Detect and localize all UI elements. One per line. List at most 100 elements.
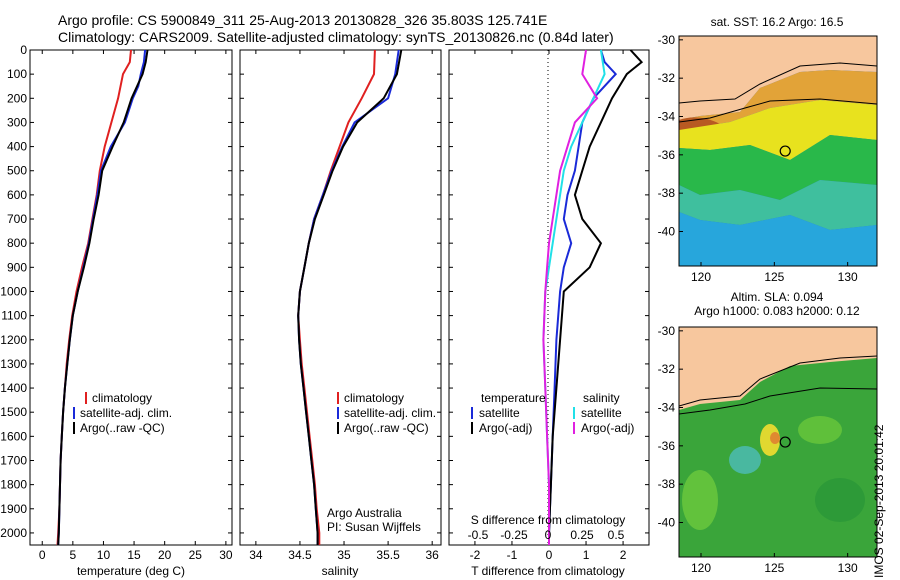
legend-argo: Argo(..raw -QC): [344, 421, 429, 435]
header-line1: Argo profile: CS 5900849_311 25-Aug-2013…: [58, 12, 548, 28]
legend-title-temperature: temperature: [481, 391, 546, 405]
legend-satellite-adj: satellite-adj. clim.: [80, 406, 172, 420]
y-tick-label: -32: [658, 362, 676, 376]
y-tick-label: -38: [658, 186, 676, 200]
salinity-axes-frame: [239, 49, 442, 546]
annotation-pi: PI: Susan Wijffels: [327, 520, 421, 534]
header-line2: Climatology: CARS2009. Satellite-adjuste…: [58, 29, 614, 45]
series-line: [57, 49, 147, 546]
x-tick-label: 5: [70, 548, 77, 562]
legend-t-satellite: satellite: [479, 406, 520, 420]
imos-timestamp: IMOS 02-Sep-2013 20:01:42: [872, 424, 886, 578]
x-tick-label: -2: [470, 548, 481, 562]
x-tick-label: 125: [764, 270, 784, 284]
x-tick-label: 0: [546, 548, 553, 562]
y-tick-label: 500: [7, 164, 27, 178]
y-tick-label: -36: [658, 439, 676, 453]
x-tick-label: 34: [249, 548, 263, 562]
temperature-legend: climatology satellite-adj. clim. Argo(..…: [73, 391, 172, 435]
salinity-x-label: salinity: [322, 564, 359, 578]
y-tick-label: -34: [658, 401, 676, 415]
legend-t-argo: Argo(-adj): [479, 421, 532, 435]
temperature-profiles: [56, 49, 149, 546]
temperature-panel: 0100200300400500600700800900100011001200…: [0, 43, 233, 578]
y-tick-label: 2000: [0, 526, 27, 540]
sst-map: sat. SST: 16.2 Argo: 16.5 -30-32-34-36-3…: [658, 15, 878, 284]
sst-map-title: sat. SST: 16.2 Argo: 16.5: [711, 15, 844, 29]
legend-climatology: climatology: [92, 391, 152, 405]
s-tick-labels: -0.5 -0.25 0 0.25 0.5: [468, 528, 625, 542]
y-tick-label: -30: [658, 324, 676, 338]
legend-title-salinity: salinity: [583, 391, 620, 405]
isobath: [679, 98, 877, 123]
sla-map-frame: [678, 326, 878, 558]
y-tick-label: 800: [7, 236, 27, 250]
legend-s-satellite: satellite: [581, 406, 622, 420]
x-tick-label: 2: [620, 548, 627, 562]
coastline: [679, 62, 877, 104]
legend-satellite-adj: satellite-adj. clim.: [344, 406, 436, 420]
series-line: [297, 49, 403, 545]
y-tick-label: 1100: [1, 309, 27, 323]
difference-legend: temperature salinity satellite Argo(-adj…: [471, 391, 634, 435]
y-tick-label: 1800: [0, 478, 27, 492]
sla-map: Altim. SLA: 0.094 Argo h1000: 0.083 h200…: [658, 290, 878, 575]
legend-argo: Argo(..raw -QC): [80, 421, 165, 435]
x-tick-label: 15: [127, 548, 141, 562]
y-tick-label: -38: [658, 477, 676, 491]
s-tick-label: 0.25: [570, 528, 594, 542]
y-tick-label: 600: [7, 188, 27, 202]
y-tick-label: 0: [20, 43, 27, 57]
salinity-profiles: [297, 49, 403, 545]
sla-map-title-line2: Argo h1000: 0.083 h2000: 0.12: [694, 304, 860, 318]
temperature-ticks: 0100200300400500600700800900100011001200…: [0, 43, 233, 562]
x-tick-label: 35.5: [376, 548, 400, 562]
series-line: [548, 49, 644, 545]
difference-profiles: [542, 49, 644, 545]
difference-panel: -2 -1 0 1 2 S difference from climatology -0…: [448, 49, 650, 578]
series-line: [56, 49, 132, 546]
y-tick-label: 1500: [0, 405, 27, 419]
y-tick-label: 1200: [0, 333, 27, 347]
salinity-panel: 34 34.5 35 35.5 36 salinity climatology sate…: [239, 49, 442, 578]
y-tick-label: 1300: [0, 357, 27, 371]
land-mask: [679, 327, 877, 410]
sla-map-title-line1: Altim. SLA: 0.094: [731, 290, 824, 304]
x-tick-label: 10: [97, 548, 111, 562]
isobath: [679, 387, 877, 415]
s-tick-label: -0.5: [468, 528, 489, 542]
x-tick-label: 34.5: [288, 548, 312, 562]
argo-float-marker: [779, 145, 791, 157]
x-tick-label: 25: [189, 548, 203, 562]
sst-map-frame: [678, 35, 878, 267]
y-tick-label: -30: [658, 33, 676, 47]
legend-climatology: climatology: [344, 391, 404, 405]
temperature-x-label: temperature (deg C): [77, 564, 185, 578]
y-tick-label: -40: [658, 516, 676, 530]
y-tick-label: -34: [658, 110, 676, 124]
series-line: [57, 49, 149, 546]
sst-map-ticks: -30 -32 -34 -36 -38 -40 120 125 130: [658, 33, 858, 284]
salinity-legend: climatology satellite-adj. clim. Argo(..…: [337, 391, 436, 435]
x-tick-label: 125: [764, 561, 784, 575]
x-tick-label: 130: [838, 561, 858, 575]
y-tick-label: 900: [7, 260, 27, 274]
annotation-argo-australia: Argo Australia: [327, 506, 402, 520]
y-tick-label: 1400: [0, 381, 27, 395]
argo-float-marker: [779, 436, 791, 448]
x-tick-label: 36: [426, 548, 440, 562]
y-tick-label: -36: [658, 148, 676, 162]
x-tick-label: 35: [337, 548, 351, 562]
sla-field: [679, 327, 877, 557]
s-tick-label: 0: [545, 528, 552, 542]
y-tick-label: 400: [7, 140, 27, 154]
x-tick-label: -1: [507, 548, 518, 562]
s-tick-label: -0.25: [500, 528, 528, 542]
y-tick-label: 700: [7, 212, 27, 226]
y-tick-label: 1000: [0, 284, 27, 298]
t-difference-label: T difference from climatology: [471, 564, 625, 578]
salinity-ticks: 34 34.5 35 35.5 36: [240, 49, 441, 562]
y-tick-label: 100: [7, 67, 27, 81]
x-tick-label: 20: [158, 548, 172, 562]
